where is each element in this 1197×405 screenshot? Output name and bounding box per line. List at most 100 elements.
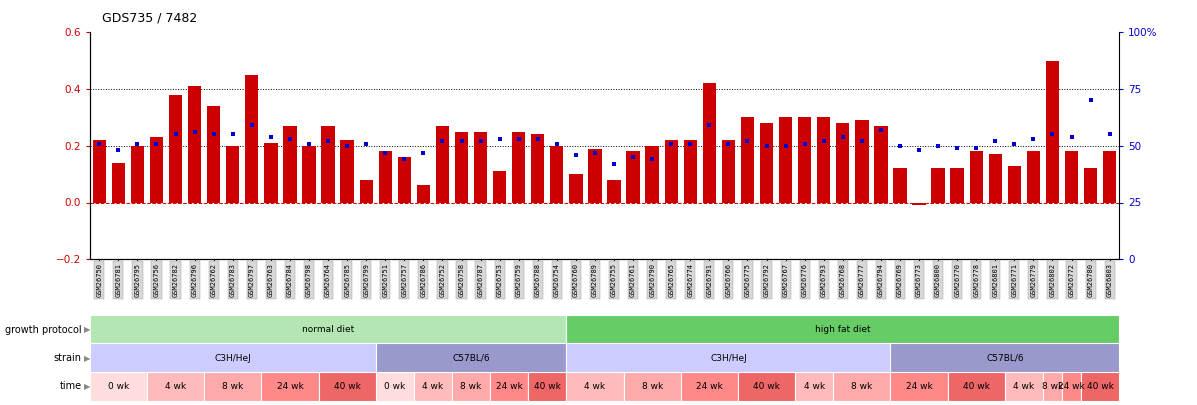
- Point: [509, 136, 528, 142]
- Point: [318, 138, 338, 145]
- Text: 0 wk: 0 wk: [108, 382, 129, 391]
- Bar: [818, 117, 831, 202]
- Point: [604, 161, 624, 167]
- Text: ▶: ▶: [84, 382, 90, 391]
- Bar: [1065, 151, 1078, 202]
- Bar: [1008, 166, 1021, 202]
- Point: [1081, 97, 1100, 104]
- Point: [910, 147, 929, 153]
- Bar: [474, 132, 487, 202]
- Point: [357, 140, 376, 147]
- Bar: [130, 146, 144, 202]
- Bar: [722, 140, 735, 202]
- Bar: [455, 132, 468, 202]
- Point: [280, 136, 299, 142]
- Point: [871, 127, 891, 133]
- Point: [1062, 134, 1081, 140]
- Bar: [570, 174, 583, 202]
- Text: 4 wk: 4 wk: [1014, 382, 1034, 391]
- Text: 8 wk: 8 wk: [642, 382, 663, 391]
- Point: [719, 140, 739, 147]
- Point: [948, 145, 967, 151]
- Bar: [436, 126, 449, 202]
- Point: [891, 143, 910, 149]
- Text: C3H/HeJ: C3H/HeJ: [214, 354, 251, 362]
- Point: [261, 134, 280, 140]
- Bar: [493, 171, 506, 202]
- Text: 4 wk: 4 wk: [165, 382, 186, 391]
- Bar: [1046, 61, 1059, 202]
- Bar: [303, 146, 316, 202]
- Point: [795, 140, 814, 147]
- Text: 24 wk: 24 wk: [906, 382, 932, 391]
- Text: GDS735 / 7482: GDS735 / 7482: [102, 11, 198, 24]
- Point: [547, 140, 566, 147]
- Point: [643, 156, 662, 163]
- Bar: [169, 95, 182, 202]
- Text: 4 wk: 4 wk: [423, 382, 443, 391]
- Point: [566, 151, 585, 158]
- Bar: [92, 140, 107, 202]
- Text: strain: strain: [54, 353, 81, 363]
- Bar: [760, 123, 773, 202]
- Point: [585, 149, 604, 156]
- Bar: [1027, 151, 1040, 202]
- Text: ▶: ▶: [84, 354, 90, 362]
- Bar: [1102, 151, 1117, 202]
- Point: [128, 140, 147, 147]
- Bar: [912, 202, 925, 205]
- Text: growth protocol: growth protocol: [5, 325, 81, 335]
- Point: [814, 138, 833, 145]
- Point: [1043, 131, 1062, 138]
- Bar: [741, 117, 754, 202]
- Text: 24 wk: 24 wk: [695, 382, 723, 391]
- Bar: [703, 83, 716, 202]
- Point: [833, 134, 852, 140]
- Bar: [989, 154, 1002, 202]
- Bar: [551, 146, 564, 202]
- Bar: [150, 137, 163, 202]
- Bar: [188, 86, 201, 202]
- Point: [223, 131, 242, 138]
- Point: [395, 156, 414, 163]
- Bar: [111, 163, 124, 202]
- Text: normal diet: normal diet: [302, 325, 354, 334]
- Point: [1004, 140, 1023, 147]
- Point: [1100, 131, 1119, 138]
- Point: [1023, 136, 1043, 142]
- Point: [90, 140, 109, 147]
- Bar: [683, 140, 697, 202]
- Bar: [588, 149, 602, 202]
- Point: [414, 149, 433, 156]
- Text: 8 wk: 8 wk: [851, 382, 873, 391]
- Point: [681, 140, 700, 147]
- Point: [929, 143, 948, 149]
- Bar: [607, 180, 621, 202]
- Text: 40 wk: 40 wk: [334, 382, 360, 391]
- Text: 4 wk: 4 wk: [584, 382, 606, 391]
- Point: [662, 140, 681, 147]
- Point: [967, 145, 986, 151]
- Text: high fat diet: high fat diet: [815, 325, 870, 334]
- Point: [186, 129, 205, 135]
- Text: 24 wk: 24 wk: [496, 382, 523, 391]
- Point: [109, 147, 128, 153]
- Bar: [284, 126, 297, 202]
- Point: [242, 122, 261, 129]
- Bar: [340, 140, 354, 202]
- Bar: [207, 106, 220, 202]
- Point: [757, 143, 776, 149]
- Text: 8 wk: 8 wk: [461, 382, 481, 391]
- Bar: [779, 117, 792, 202]
- Text: C57BL/6: C57BL/6: [452, 354, 490, 362]
- Text: 4 wk: 4 wk: [803, 382, 825, 391]
- Point: [433, 138, 452, 145]
- Text: 24 wk: 24 wk: [1058, 382, 1084, 391]
- Bar: [417, 185, 430, 202]
- Bar: [893, 168, 906, 202]
- Point: [205, 131, 224, 138]
- Bar: [321, 126, 335, 202]
- Point: [490, 136, 509, 142]
- Text: 40 wk: 40 wk: [534, 382, 560, 391]
- Bar: [836, 123, 850, 202]
